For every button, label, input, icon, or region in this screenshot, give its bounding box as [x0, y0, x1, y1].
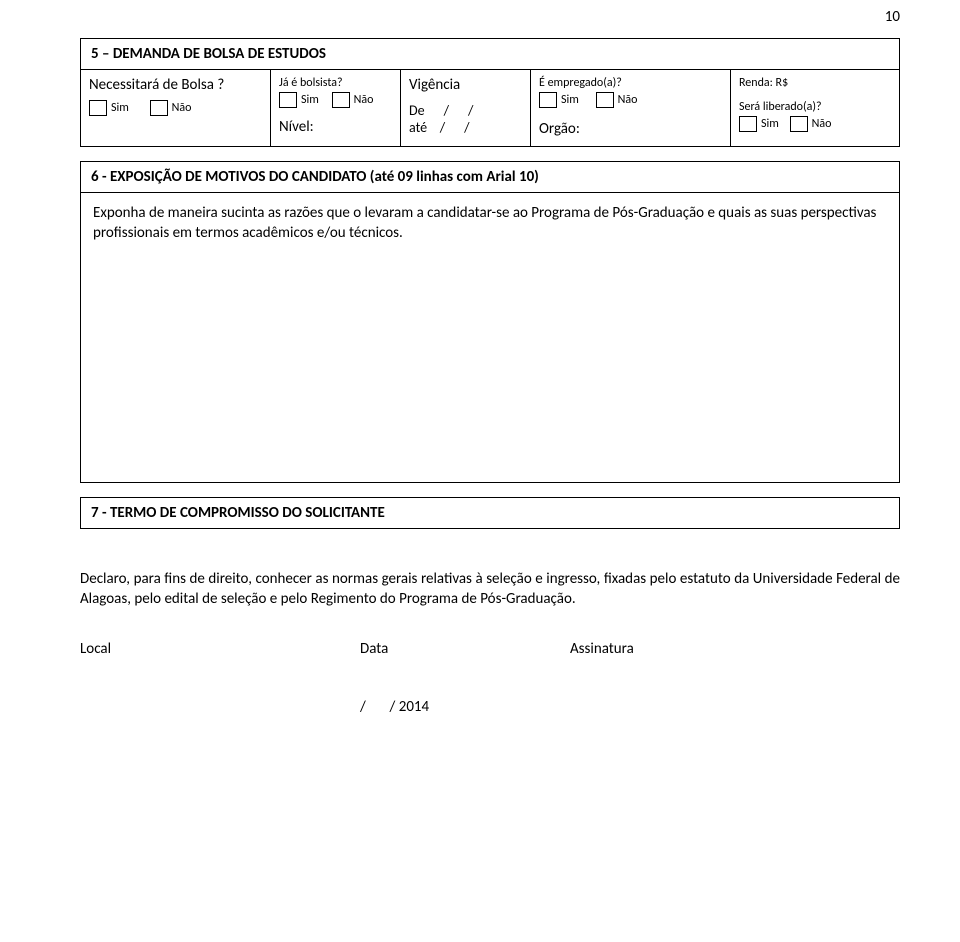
section6-body[interactable]: Exponha de maneira sucinta as razões que… [80, 193, 900, 483]
bolsista-sim-option[interactable]: Sim [279, 92, 319, 108]
page: 10 5 – DEMANDA DE BOLSA DE ESTUDOS Neces… [0, 0, 960, 756]
section5-col-bolsista: Já é bolsista? Sim Não Nível: [271, 70, 401, 146]
section7-header: 7 - TERMO DE COMPROMISSO DO SOLICITANTE [80, 497, 900, 529]
bolsista-nao-label: Não [354, 93, 374, 107]
liberado-sim-label: Sim [761, 117, 779, 131]
checkbox-icon[interactable] [739, 116, 757, 132]
declaro-text: Declaro, para fins de direito, conhecer … [80, 569, 900, 610]
section5-col-empregado: É empregado(a)? Sim Não Orgão: [531, 70, 731, 146]
checkbox-icon[interactable] [596, 92, 614, 108]
bolsa-sim-label: Sim [111, 101, 129, 115]
bolsa-question: Necessitará de Bolsa ? [89, 76, 262, 94]
bolsista-question: Já é bolsista? [279, 76, 392, 90]
assinatura-label: Assinatura [570, 640, 900, 658]
sera-label: Será liberado(a)? [739, 100, 891, 114]
section5-body: Necessitará de Bolsa ? Sim Não Já é bols… [80, 70, 900, 147]
liberado-sim-option[interactable]: Sim [739, 116, 779, 132]
nivel-label: Nível: [279, 118, 392, 136]
liberado-nao-option[interactable]: Não [790, 116, 832, 132]
section6-header: 6 - EXPOSIÇÃO DE MOTIVOS DO CANDIDATO (a… [80, 161, 900, 193]
section5-col-renda: Renda: R$ Será liberado(a)? Sim Não [731, 70, 899, 146]
checkbox-icon[interactable] [539, 92, 557, 108]
bolsista-sim-label: Sim [301, 93, 319, 107]
empregado-question: É empregado(a)? [539, 76, 722, 90]
checkbox-icon[interactable] [790, 116, 808, 132]
empregado-sim-label: Sim [561, 93, 579, 107]
orgao-label: Orgão: [539, 120, 722, 138]
bolsa-nao-option[interactable]: Não [150, 100, 192, 116]
date-value[interactable]: / / 2014 [360, 698, 900, 716]
empregado-sim-option[interactable]: Sim [539, 92, 579, 108]
section5-col-bolsa: Necessitará de Bolsa ? Sim Não [81, 70, 271, 146]
section5-col-vigencia: Vigência De / / até / / [401, 70, 531, 146]
section5-header: 5 – DEMANDA DE BOLSA DE ESTUDOS [80, 38, 900, 70]
vigencia-ate[interactable]: até / / [409, 119, 522, 136]
vigencia-de[interactable]: De / / [409, 102, 522, 119]
page-number: 10 [885, 8, 900, 26]
data-label: Data [360, 640, 570, 658]
renda-label: Renda: R$ [739, 76, 891, 90]
local-label: Local [80, 640, 360, 658]
bolsista-nao-option[interactable]: Não [332, 92, 374, 108]
section6-instruction: Exponha de maneira sucinta as razões que… [93, 204, 876, 242]
vigencia-label: Vigência [409, 76, 522, 94]
checkbox-icon[interactable] [89, 100, 107, 116]
signature-row: Local Data Assinatura [80, 640, 900, 658]
empregado-nao-label: Não [618, 93, 638, 107]
checkbox-icon[interactable] [332, 92, 350, 108]
empregado-nao-option[interactable]: Não [596, 92, 638, 108]
checkbox-icon[interactable] [150, 100, 168, 116]
bolsa-nao-label: Não [172, 101, 192, 115]
bolsa-sim-option[interactable]: Sim [89, 100, 129, 116]
liberado-nao-label: Não [812, 117, 832, 131]
checkbox-icon[interactable] [279, 92, 297, 108]
